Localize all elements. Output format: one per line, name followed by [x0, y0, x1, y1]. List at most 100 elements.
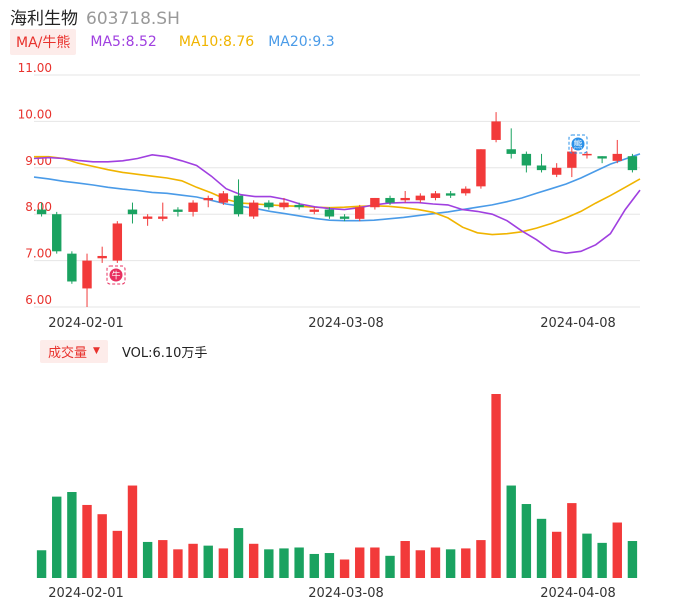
candle-body	[521, 153, 532, 166]
candle-body	[415, 195, 426, 201]
volume-bar	[551, 531, 562, 578]
volume-bar	[279, 548, 289, 578]
volume-bar	[324, 553, 335, 578]
volume-bar	[52, 496, 62, 578]
candle-body	[597, 156, 607, 159]
price-tick-label: 6.00	[25, 293, 52, 307]
volume-bar	[203, 545, 213, 578]
price-tick-label: 10.00	[18, 107, 52, 121]
stock-name: 海利生物	[10, 9, 78, 29]
volume-legend: 成交量 ▼ VOL:6.10万手	[40, 339, 208, 363]
candle-body	[551, 167, 562, 175]
candle-body	[203, 197, 213, 201]
ma-legend: MA/牛熊 MA5:8.52 MA10:8.76 MA20:9.3	[10, 29, 335, 55]
price-tick-label: 7.00	[25, 247, 52, 261]
ma20-legend: MA20:9.3	[268, 34, 335, 50]
volume-bar	[97, 514, 107, 578]
volume-bar	[506, 485, 516, 578]
volume-date-tick-label: 2024-04-08	[540, 586, 616, 601]
candle-body	[461, 188, 471, 194]
price-tick-label: 11.00	[18, 61, 52, 75]
bear-marker-icon	[571, 137, 585, 151]
ma20-line	[33, 153, 641, 222]
volume-bar	[248, 543, 259, 578]
volume-indicator-label: 成交量	[48, 345, 88, 361]
bull-marker-icon	[109, 268, 123, 282]
candle-body	[142, 216, 153, 219]
date-tick-label: 2024-03-08	[308, 316, 384, 331]
volume-bar	[173, 549, 183, 578]
bull-marker-frame	[106, 265, 126, 285]
candle-body	[582, 153, 592, 156]
volume-bar	[627, 541, 638, 578]
volume-value: VOL:6.10万手	[121, 345, 208, 361]
date-tick-label: 2024-04-08	[540, 316, 616, 331]
volume-bar	[339, 559, 350, 578]
bull-marker-label: 牛	[111, 270, 120, 282]
candle-body	[355, 207, 365, 219]
candle-body	[324, 209, 335, 217]
volume-bar	[36, 550, 47, 578]
volume-bar	[67, 492, 77, 578]
candle-body	[97, 255, 107, 259]
candle-body	[188, 202, 198, 212]
volume-bar	[385, 555, 395, 578]
candle-body	[445, 193, 456, 196]
volume-bar	[112, 530, 123, 578]
bear-marker-label: 熊	[573, 139, 582, 151]
volume-date-tick-label: 2024-03-08	[308, 586, 384, 601]
volume-bar	[294, 547, 304, 578]
candle-body	[370, 197, 380, 208]
candle-body	[385, 197, 395, 203]
candle-body	[567, 151, 577, 168]
ma-toggle-button[interactable]: MA/牛熊	[10, 29, 77, 55]
candle-body	[430, 193, 441, 198]
volume-bar	[536, 518, 547, 578]
volume-bar	[461, 548, 471, 578]
ma5-line	[33, 153, 641, 255]
volume-indicator-button[interactable]: 成交量 ▼	[40, 339, 108, 363]
candle-body	[67, 253, 77, 282]
candle-body	[82, 260, 92, 289]
volume-bar	[491, 394, 501, 578]
volume-bar	[82, 504, 92, 578]
date-tick-label: 2024-02-01	[48, 316, 124, 331]
candle-body	[400, 197, 410, 201]
volume-bar	[309, 553, 319, 578]
candle-body	[233, 195, 244, 215]
candle-body	[476, 149, 486, 187]
candle-body	[506, 149, 516, 154]
volume-bar	[127, 485, 138, 578]
volume-bar	[142, 541, 153, 578]
candle-body	[627, 156, 638, 171]
candle-body	[339, 216, 350, 219]
ma10-line	[34, 155, 641, 236]
volume-bar	[264, 549, 274, 578]
volume-bar	[415, 550, 426, 578]
candle-body	[612, 153, 622, 161]
candle-body	[127, 209, 138, 215]
candle-body	[173, 209, 183, 212]
volume-bar	[400, 541, 410, 578]
candle-body	[112, 223, 123, 261]
volume-bar	[355, 547, 365, 578]
stock-code: 603718.SH	[86, 9, 180, 29]
volume-bar	[233, 528, 244, 578]
candle-body	[248, 202, 259, 217]
volume-date-tick-label: 2024-02-01	[48, 586, 124, 601]
volume-bar	[597, 542, 607, 578]
volume-bar	[218, 548, 229, 578]
volume-bar	[476, 540, 486, 578]
volume-bar	[370, 547, 380, 578]
candle-body	[52, 214, 62, 252]
candle-body	[294, 204, 304, 208]
volume-bar	[445, 549, 456, 578]
volume-bar	[430, 547, 441, 578]
volume-bar	[188, 543, 198, 578]
candle-body	[158, 216, 168, 219]
ma10-legend: MA10:8.76	[178, 34, 255, 50]
candle-body	[218, 193, 229, 203]
volume-bar	[521, 504, 532, 578]
bear-marker-frame	[568, 134, 588, 154]
